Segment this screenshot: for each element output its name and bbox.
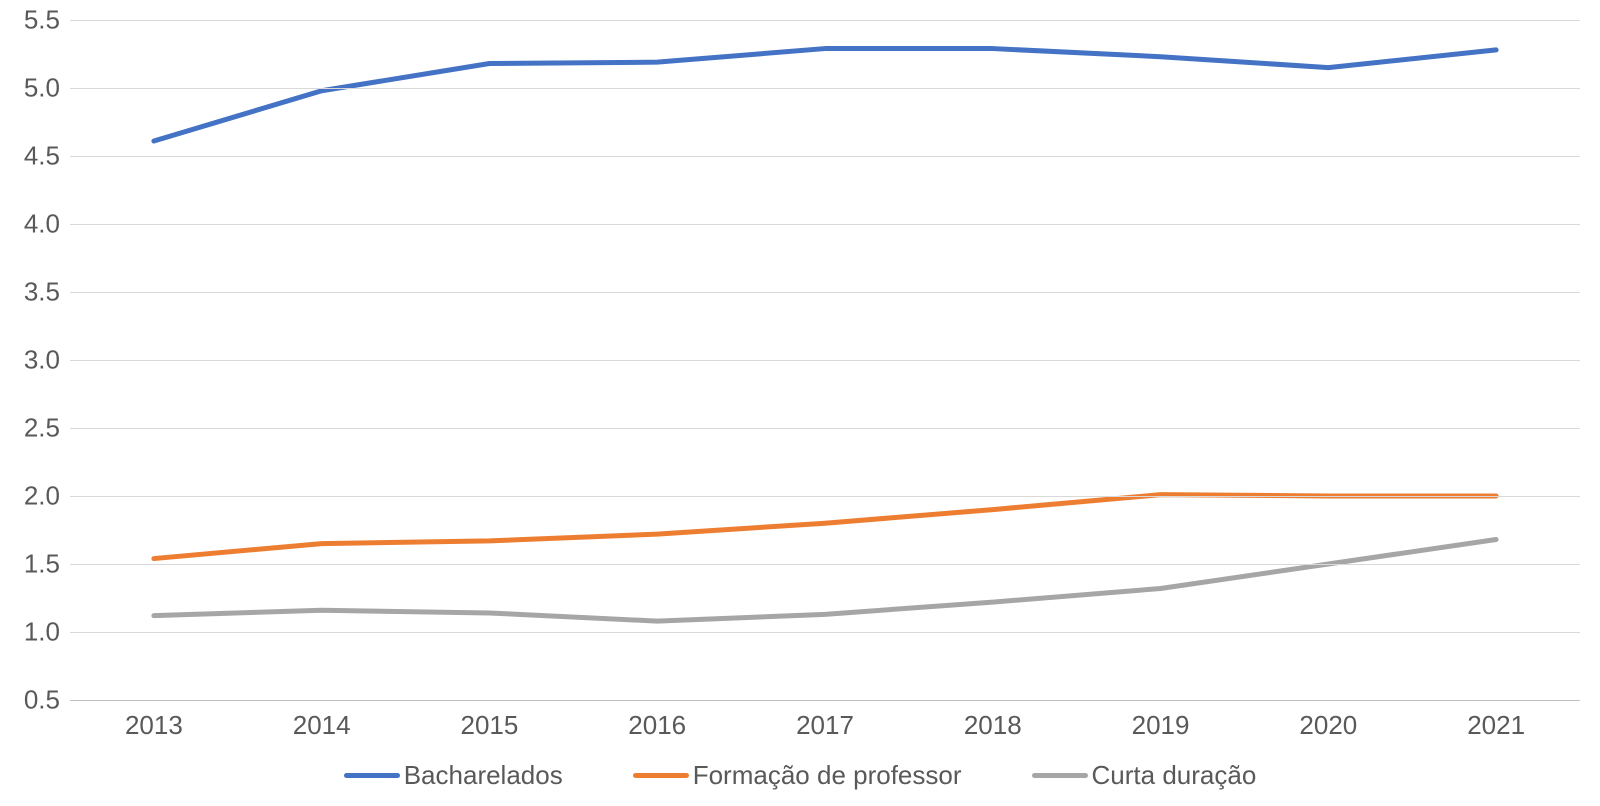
- legend-swatch: [344, 773, 400, 778]
- y-tick-label: 0.5: [5, 685, 60, 716]
- legend: Bacharelados Formação de professor Curta d…: [0, 760, 1600, 791]
- y-tick-label: 1.5: [5, 549, 60, 580]
- gridline: [70, 428, 1580, 429]
- legend-label: Curta duração: [1092, 760, 1257, 791]
- legend-item: Formação de professor: [633, 760, 962, 791]
- x-tick-label: 2019: [1132, 710, 1190, 741]
- series-line: [154, 49, 1496, 141]
- legend-item: Bacharelados: [344, 760, 563, 791]
- x-tick-label: 2015: [461, 710, 519, 741]
- y-tick-label: 2.0: [5, 481, 60, 512]
- y-tick-label: 4.0: [5, 209, 60, 240]
- legend-item: Curta duração: [1032, 760, 1257, 791]
- gridline: [70, 360, 1580, 361]
- gridline: [70, 88, 1580, 89]
- gridline: [70, 20, 1580, 21]
- series-line: [154, 495, 1496, 559]
- gridline: [70, 224, 1580, 225]
- gridline: [70, 700, 1580, 701]
- gridline: [70, 564, 1580, 565]
- x-tick-label: 2016: [628, 710, 686, 741]
- line-chart: Bacharelados Formação de professor Curta d…: [0, 0, 1600, 806]
- legend-swatch: [633, 773, 689, 778]
- gridline: [70, 292, 1580, 293]
- y-tick-label: 3.5: [5, 277, 60, 308]
- x-tick-label: 2021: [1467, 710, 1525, 741]
- x-tick-label: 2018: [964, 710, 1022, 741]
- y-tick-label: 1.0: [5, 617, 60, 648]
- x-tick-label: 2017: [796, 710, 854, 741]
- gridline: [70, 496, 1580, 497]
- gridline: [70, 632, 1580, 633]
- series-line: [154, 540, 1496, 622]
- legend-label: Bacharelados: [404, 760, 563, 791]
- legend-label: Formação de professor: [693, 760, 962, 791]
- y-tick-label: 5.5: [5, 5, 60, 36]
- x-tick-label: 2020: [1299, 710, 1357, 741]
- gridline: [70, 156, 1580, 157]
- plot-area: [70, 20, 1580, 700]
- y-tick-label: 4.5: [5, 141, 60, 172]
- legend-swatch: [1032, 773, 1088, 778]
- y-tick-label: 3.0: [5, 345, 60, 376]
- x-tick-label: 2014: [293, 710, 351, 741]
- x-tick-label: 2013: [125, 710, 183, 741]
- y-tick-label: 2.5: [5, 413, 60, 444]
- y-tick-label: 5.0: [5, 73, 60, 104]
